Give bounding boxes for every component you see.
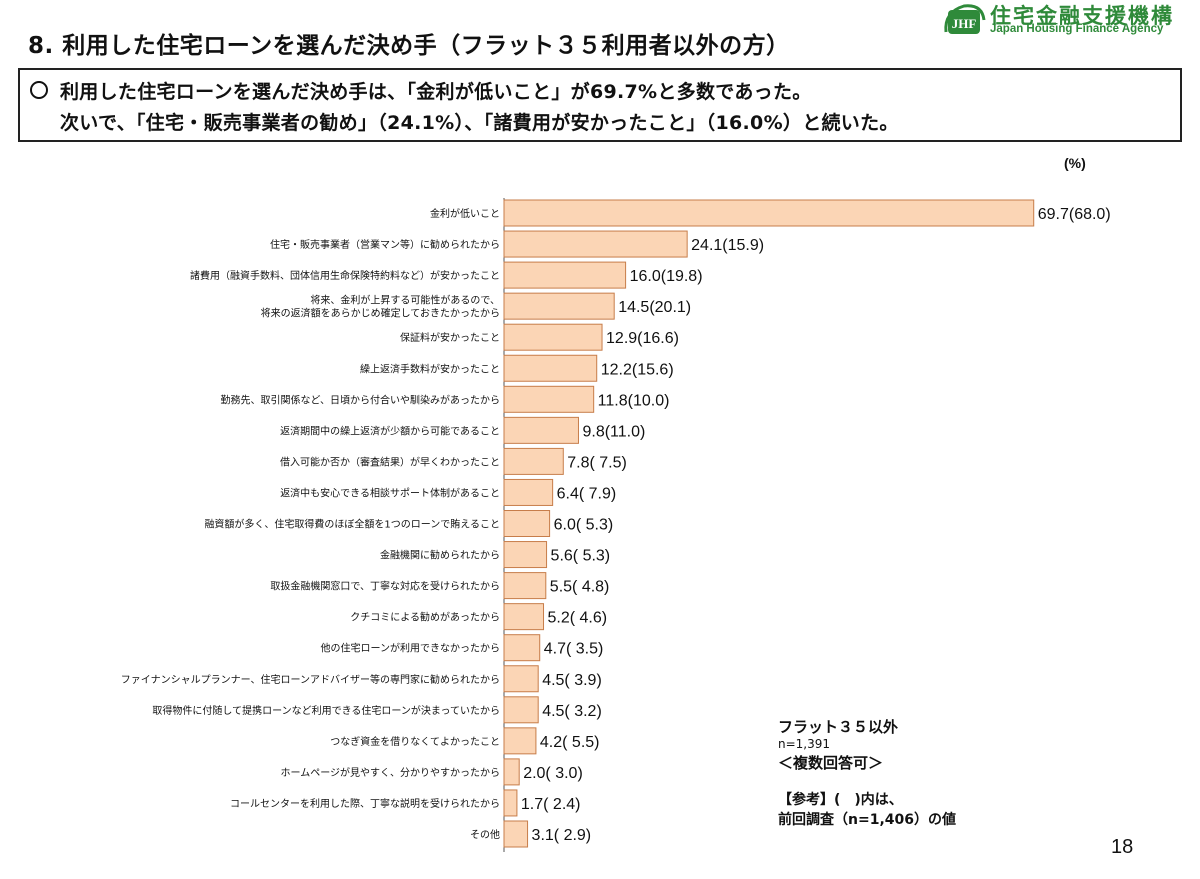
data-label: 5.5( 4.8) — [550, 579, 610, 596]
category-label: 保証料が安かったこと — [400, 331, 500, 344]
unit-label: (%) — [1064, 155, 1086, 171]
category-label: 取得物件に付随して提携ローンなど利用できる住宅ローンが決まっていたから — [152, 704, 500, 717]
page-number: 18 — [1111, 836, 1134, 858]
bar — [503, 199, 1035, 227]
data-label: 6.4( 7.9) — [557, 485, 617, 502]
circle-bullet-icon — [30, 81, 48, 99]
data-label: 9.8(11.0) — [582, 423, 645, 440]
logo-name-jp: 住宅金融支援機構 — [990, 4, 1174, 28]
data-label: 4.5( 3.9) — [542, 672, 602, 689]
category-label: 繰上返済手数料が安かったこと — [360, 362, 500, 375]
summary-line-1: 利用した住宅ローンを選んだ決め手は、「金利が低いこと」が69.7%と多数であった… — [60, 81, 812, 103]
data-label: 2.0( 3.0) — [523, 765, 583, 782]
logo-mark-text: JHF — [952, 16, 977, 31]
bar — [503, 354, 598, 382]
note-sample-size: n=1,391 — [778, 737, 831, 751]
bar — [503, 292, 615, 320]
category-label: 金融機関に勧められたから — [380, 549, 500, 562]
data-label: 4.2( 5.5) — [540, 734, 600, 751]
category-label: その他 — [470, 828, 500, 841]
bar — [503, 727, 537, 755]
category-label: 借入可能か否か（審査結果）が早くわかったこと — [280, 455, 500, 468]
bar — [503, 665, 539, 693]
jhf-logo-mark-icon: JHF — [944, 4, 986, 34]
note-title: フラット３５以外 — [778, 718, 899, 736]
bar — [503, 541, 548, 569]
logo-name-en: Japan Housing Finance Agency — [990, 23, 1164, 35]
data-label: 24.1(15.9) — [691, 237, 764, 254]
bar — [503, 230, 688, 258]
data-label: 14.5(20.1) — [618, 299, 691, 316]
bar — [503, 603, 545, 631]
data-label: 16.0(19.8) — [630, 268, 703, 285]
data-label: 11.8(10.0) — [598, 392, 670, 409]
data-label: 7.8( 7.5) — [567, 454, 627, 471]
category-label: つなぎ資金を借りなくてよかったこと — [330, 735, 500, 748]
bar — [503, 758, 520, 786]
data-label: 6.0( 5.3) — [554, 517, 614, 534]
note-multiple-answers: ＜複数回答可＞ — [778, 754, 884, 772]
bar — [503, 820, 529, 848]
summary-line-2: 次いで、「住宅・販売事業者の勧め」（24.1%）、「諸費用が安かったこと」（16… — [60, 112, 899, 134]
data-label: 12.9(16.6) — [606, 330, 679, 347]
bar — [503, 447, 564, 475]
note-reference-1: 【参考】( )内は、 — [778, 792, 903, 808]
slide-title: 8. 利用した住宅ローンを選んだ決め手（フラット３５利用者以外の方） — [28, 33, 790, 59]
category-label: 取扱金融機関窓口で、丁寧な対応を受けられたから — [270, 580, 500, 593]
category-label: 返済中も安心できる相談サポート体制があること — [280, 486, 500, 499]
jhf-logo: JHF 住宅金融支援機構 Japan Housing Finance Agenc… — [938, 0, 1200, 40]
bar — [503, 261, 627, 289]
category-label: 金利が低いこと — [430, 207, 500, 220]
bar — [503, 385, 595, 413]
category-label: 将来の返済額をあらかじめ確定しておきたかったから — [261, 307, 500, 320]
bar — [503, 789, 518, 817]
category-label: 返済期間中の繰上返済が少額から可能であること — [280, 424, 500, 437]
category-label: 住宅・販売事業者（営業マン等）に勧められたから — [270, 238, 500, 251]
bar — [503, 478, 554, 506]
data-label: 4.5( 3.2) — [542, 703, 602, 720]
category-label: 融資額が多く、住宅取得費のほぼ全額を1つのローンで賄えること — [204, 518, 500, 531]
bar — [503, 572, 547, 600]
data-label: 4.7( 3.5) — [544, 641, 604, 658]
summary-box: 利用した住宅ローンを選んだ決め手は、「金利が低いこと」が69.7%と多数であった… — [18, 68, 1182, 142]
data-label: 5.2( 4.6) — [548, 610, 608, 627]
bar — [503, 634, 541, 662]
category-label: 他の住宅ローンが利用できなかったから — [321, 642, 501, 655]
data-label: 3.1( 2.9) — [532, 827, 592, 844]
category-label: ホームページが見やすく、分かりやすかったから — [281, 766, 501, 779]
category-label: ファイナンシャルプランナー、住宅ローンアドバイザー等の専門家に勧められたから — [121, 673, 500, 686]
category-label: 勤務先、取引関係など、日頃から付合いや馴染みがあったから — [221, 393, 501, 406]
category-label: コールセンターを利用した際、丁寧な説明を受けられたから — [230, 797, 500, 810]
bar — [503, 510, 551, 537]
category-label: 諸費用（融資手数料、団体信用生命保険特約料など）が安かったこと — [190, 269, 500, 282]
category-label: 将来、金利が上昇する可能性があるので、 — [310, 294, 500, 307]
category-label: クチコミによる勧めがあったから — [350, 611, 500, 624]
data-label: 69.7(68.0) — [1038, 206, 1111, 223]
bar — [503, 696, 539, 724]
note-reference-2: 前回調査（n=1,406）の値 — [778, 812, 956, 828]
data-label: 12.2(15.6) — [601, 361, 674, 378]
bar — [503, 416, 579, 444]
bar — [503, 323, 603, 351]
data-label: 1.7( 2.4) — [521, 796, 581, 813]
data-label: 5.6( 5.3) — [551, 548, 611, 565]
